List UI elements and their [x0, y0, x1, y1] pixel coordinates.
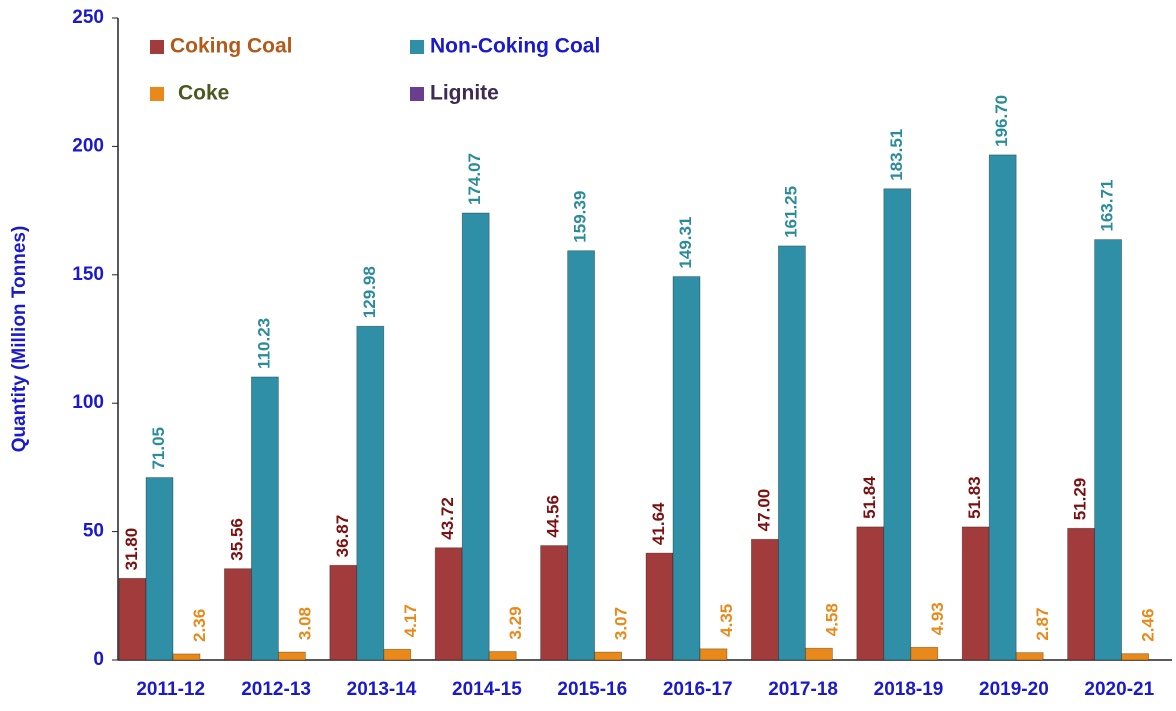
value-label: 51.84 — [860, 476, 879, 519]
value-label: 3.08 — [295, 607, 314, 640]
legend-label: Non-Coking Coal — [430, 35, 600, 58]
y-tick-label: 100 — [72, 392, 104, 413]
x-tick-label: 2019-20 — [979, 679, 1049, 700]
bar — [434, 547, 463, 661]
y-tick-label: 0 — [93, 649, 104, 670]
value-label: 2.87 — [1033, 608, 1052, 641]
y-tick-label: 200 — [72, 135, 104, 156]
bar — [250, 376, 279, 661]
bar — [988, 154, 1017, 661]
legend-swatch — [150, 40, 164, 54]
bar — [910, 646, 939, 661]
value-label: 35.56 — [227, 518, 246, 561]
bar — [883, 188, 912, 661]
bar — [805, 647, 833, 661]
bar — [1121, 653, 1149, 661]
y-axis-label: Quantity (Million Tonnes) — [9, 226, 30, 453]
value-label: 71.05 — [149, 427, 168, 470]
value-label: 4.35 — [717, 604, 736, 637]
y-tick-label: 50 — [83, 521, 104, 542]
value-label: 44.56 — [544, 495, 563, 538]
x-tick-label: 2020-21 — [1084, 679, 1154, 700]
value-label: 2.46 — [1139, 609, 1158, 642]
bar — [567, 250, 595, 661]
value-label: 161.25 — [781, 186, 800, 238]
legend-label: Coke — [178, 82, 229, 105]
bar — [856, 526, 885, 661]
bar — [961, 526, 990, 661]
value-label: 196.70 — [992, 95, 1011, 147]
value-label: 149.31 — [676, 217, 695, 269]
bar — [672, 276, 701, 661]
x-tick-label: 2011-12 — [136, 679, 205, 700]
x-tick-label: 2016-17 — [663, 679, 733, 700]
legend-swatch — [410, 40, 424, 54]
value-label: 51.29 — [1071, 478, 1090, 521]
value-label: 47.00 — [754, 489, 773, 532]
bar — [277, 651, 306, 661]
bar — [1015, 652, 1044, 661]
bar — [461, 212, 490, 661]
bar — [594, 651, 622, 661]
x-tick-label: 2015-16 — [557, 679, 627, 700]
legend-label: Lignite — [430, 82, 499, 105]
bar — [645, 552, 674, 661]
value-label: 4.17 — [401, 604, 420, 637]
legend-label: Coking Coal — [170, 35, 293, 58]
value-label: 4.93 — [928, 602, 947, 635]
value-label: 41.64 — [649, 502, 668, 545]
x-tick-label: 2013-14 — [347, 679, 417, 700]
bar — [145, 477, 174, 661]
bar — [778, 245, 806, 661]
bar — [329, 564, 358, 661]
bar — [488, 651, 517, 661]
legend-swatch — [150, 87, 164, 101]
bar — [1067, 527, 1095, 661]
legend-swatch — [410, 87, 424, 101]
bar — [356, 325, 385, 661]
value-label: 183.51 — [887, 129, 906, 181]
value-label: 2.36 — [190, 609, 209, 642]
value-label: 163.71 — [1098, 180, 1117, 232]
y-tick-label: 150 — [72, 264, 104, 285]
value-label: 43.72 — [438, 497, 457, 540]
bar — [751, 538, 779, 661]
bar — [540, 545, 568, 661]
bar — [223, 568, 252, 661]
value-label: 159.39 — [571, 191, 590, 243]
x-tick-label: 2018-19 — [874, 679, 944, 700]
x-tick-label: 2014-15 — [452, 679, 522, 700]
x-tick-label: 2012-13 — [241, 679, 311, 700]
value-label: 3.29 — [506, 606, 525, 639]
bar — [699, 648, 728, 661]
value-label: 3.07 — [612, 607, 631, 640]
value-label: 31.80 — [122, 528, 141, 571]
value-label: 36.87 — [333, 515, 352, 558]
bar — [1094, 239, 1122, 661]
value-label: 129.98 — [360, 266, 379, 318]
value-label: 110.23 — [254, 318, 273, 369]
value-label: 51.83 — [965, 476, 984, 519]
value-label: 4.58 — [822, 603, 841, 636]
value-label: 174.07 — [465, 153, 484, 205]
bar — [383, 648, 412, 661]
bar — [118, 577, 147, 661]
y-tick-label: 250 — [72, 7, 104, 28]
x-tick-label: 2017-18 — [768, 679, 838, 700]
bar — [172, 653, 201, 661]
